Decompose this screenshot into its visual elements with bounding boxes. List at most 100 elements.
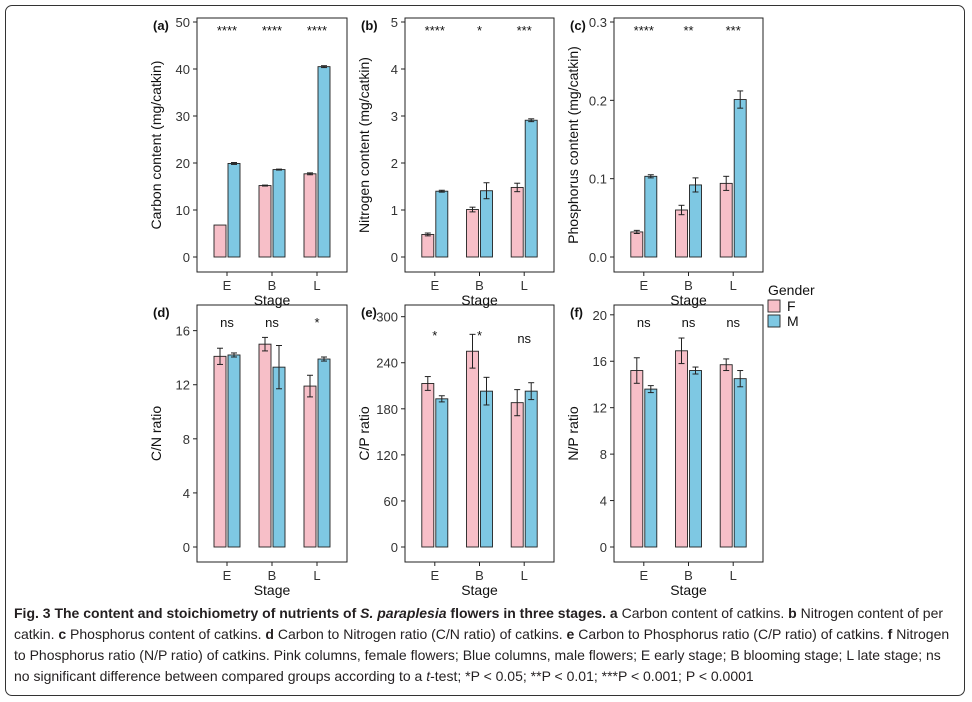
y-axis-label: Carbon content (mg/catkin) [148, 61, 164, 230]
bar-male [317, 358, 331, 548]
y-tick-label: 0 [600, 540, 607, 555]
significance-label: ns [265, 315, 279, 330]
y-tick-label: 120 [376, 448, 398, 463]
figure-frame [5, 5, 965, 696]
caption-sig-level: P < 0.0001 [685, 668, 754, 684]
bar-female [421, 233, 435, 258]
x-tick-label: B [268, 278, 277, 293]
y-tick-label: 16 [593, 354, 607, 369]
y-axis-label: N/P ratio [565, 406, 581, 460]
y-tick-label: 1 [391, 203, 398, 218]
x-axis-label: Stage [670, 582, 707, 598]
y-tick-label: 0 [183, 250, 190, 265]
y-tick-label: 20 [176, 156, 190, 171]
x-tick-label: B [475, 278, 484, 293]
x-tick-label: L [313, 568, 320, 583]
legend-label: M [787, 313, 799, 329]
bar-male [317, 66, 331, 258]
y-tick-label: 4 [183, 486, 190, 501]
bar-male [644, 175, 658, 258]
x-axis-label: Stage [461, 292, 498, 308]
caption-ttest-suffix: -test; [430, 668, 462, 684]
bar-male [435, 190, 449, 258]
significance-label: * [314, 315, 319, 330]
y-tick-label: 30 [176, 109, 190, 124]
x-tick-label: B [684, 278, 693, 293]
significance-label: **** [307, 23, 327, 38]
y-tick-label: 240 [376, 356, 398, 371]
panel-label: (d) [153, 305, 170, 320]
caption-part-text: Nitrogen to Phosphorus ratio (N/P ratio)… [14, 626, 950, 684]
caption-part-label: c [58, 626, 67, 642]
caption-part-text: Carbon to Phosphorus ratio (C/P ratio) o… [578, 626, 884, 642]
panel-label: (c) [570, 18, 586, 33]
y-tick-label: 50 [176, 15, 190, 30]
caption-part-text: Carbon content of catkins. [621, 605, 785, 621]
bar-female [303, 173, 317, 258]
significance-label: *** [726, 23, 741, 38]
legend-title: Gender [768, 282, 815, 298]
caption-part-text: Carbon to Nitrogen ratio (C/N ratio) of … [277, 626, 563, 642]
figure-caption: Fig. 3 The content and stoichiometry of … [14, 603, 960, 687]
y-tick-label: 4 [600, 494, 607, 509]
caption-title-post: flowers in three stages. [446, 605, 607, 621]
bar-male [480, 190, 493, 258]
bar-female [303, 385, 317, 548]
bar-female [630, 370, 644, 548]
bar-female [719, 364, 733, 548]
x-tick-label: L [730, 568, 737, 583]
bar-male [227, 163, 241, 258]
significance-label: ns [517, 331, 531, 346]
bar-male [733, 378, 747, 548]
caption-part-label: e [566, 626, 575, 642]
caption-fig-label: Fig. 3 [14, 605, 51, 621]
caption-part-text: Nitrogen content of per catkin. [14, 605, 944, 642]
caption-part-label: d [265, 626, 274, 642]
x-tick-label: L [313, 278, 320, 293]
bar-female [675, 209, 688, 258]
significance-label: * [477, 328, 482, 343]
significance-label: **** [634, 23, 654, 38]
y-tick-label: 10 [176, 203, 190, 218]
bar-male [272, 366, 286, 548]
x-tick-label: E [223, 278, 232, 293]
x-axis-label: Stage [254, 292, 291, 308]
y-tick-label: 300 [376, 310, 398, 325]
y-tick-label: 0.3 [589, 15, 607, 30]
significance-label: * [477, 23, 482, 38]
y-tick-label: 0.2 [589, 93, 607, 108]
y-tick-label: 8 [600, 447, 607, 462]
y-tick-label: 12 [593, 401, 607, 416]
x-tick-label: B [475, 568, 484, 583]
legend-label: F [787, 298, 796, 314]
y-tick-label: 0 [183, 540, 190, 555]
x-tick-label: B [684, 568, 693, 583]
y-tick-label: 3 [391, 109, 398, 124]
bar-female [719, 182, 733, 258]
caption-part-text: Phosphorus content of catkins. [70, 626, 262, 642]
bar-female [213, 224, 227, 258]
y-tick-label: 0 [391, 540, 398, 555]
x-tick-label: L [521, 278, 528, 293]
x-tick-label: B [268, 568, 277, 583]
significance-label: ns [682, 315, 696, 330]
caption-part-label: b [788, 605, 797, 621]
bar-female [466, 350, 479, 548]
y-tick-label: 0.0 [589, 250, 607, 265]
y-tick-label: 8 [183, 432, 190, 447]
caption-species: S. paraplesia [360, 605, 447, 621]
y-tick-label: 180 [376, 402, 398, 417]
significance-label: *** [517, 23, 532, 38]
bar-female [510, 402, 524, 548]
y-tick-label: 0.1 [589, 172, 607, 187]
y-tick-label: 2 [391, 156, 398, 171]
x-tick-label: E [430, 278, 439, 293]
significance-label: ** [683, 23, 693, 38]
bar-female [213, 355, 227, 548]
bar-male [644, 388, 658, 548]
caption-sig-level: ***P < 0.001; [601, 668, 682, 684]
y-axis-label: Nitrogen content (mg/catkin) [356, 57, 372, 233]
significance-label: * [432, 328, 437, 343]
y-axis-label: C/P ratio [356, 406, 372, 460]
